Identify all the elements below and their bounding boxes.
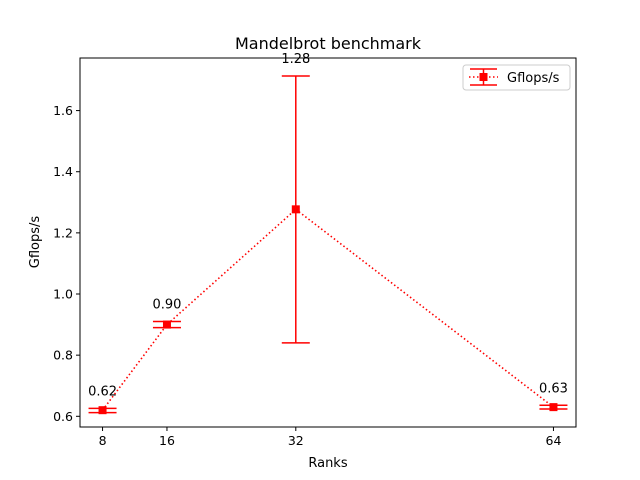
y-tick-label: 1.2 <box>53 225 73 240</box>
data-label: 0.90 <box>152 298 181 313</box>
data-point-marker <box>291 205 300 214</box>
data-point-marker <box>98 406 107 415</box>
y-tick-label: 1.4 <box>53 164 73 179</box>
y-tick-label: 0.6 <box>53 409 73 424</box>
legend-marker <box>479 73 488 81</box>
x-tick-label: 64 <box>546 433 562 448</box>
data-point-marker <box>549 403 558 412</box>
data-point-marker <box>162 320 171 329</box>
y-axis-label: Gflops/s <box>28 216 43 269</box>
y-tick-label: 1.0 <box>53 287 73 302</box>
legend-label: Gflops/s <box>507 71 560 86</box>
y-tick-label: 1.6 <box>53 103 73 118</box>
legend: Gflops/s <box>462 64 571 91</box>
x-tick-label: 32 <box>288 433 304 448</box>
series-layer: 0.62 0.90 1.28 0.63 <box>88 52 568 415</box>
axis-ticks: 8 16 32 64 0.6 0.8 1.0 1.2 1.4 1.6 <box>53 103 561 448</box>
x-tick-label: 16 <box>159 433 175 448</box>
x-tick-label: 8 <box>99 433 107 448</box>
y-tick-label: 0.8 <box>53 348 73 363</box>
data-label: 1.28 <box>281 52 310 67</box>
data-label: 0.63 <box>539 381 568 396</box>
data-label: 0.62 <box>88 384 117 399</box>
plot-frame <box>79 57 577 428</box>
x-axis-label: Ranks <box>308 456 347 471</box>
plot-area-background <box>80 58 576 427</box>
legend-box <box>462 64 571 91</box>
chart-title: Mandelbrot benchmark <box>235 34 422 53</box>
